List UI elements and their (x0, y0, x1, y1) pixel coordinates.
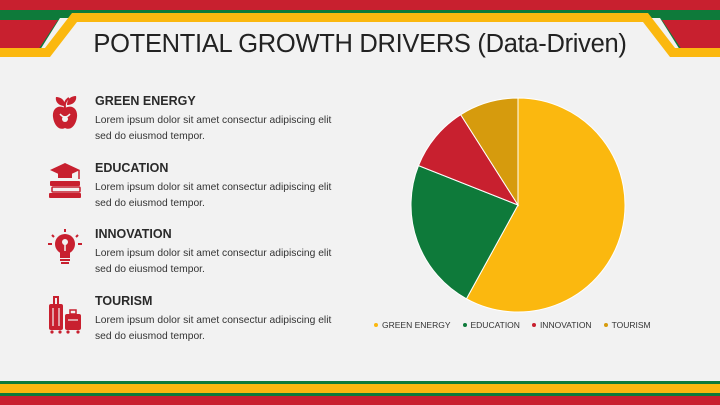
lightbulb-icon (48, 229, 82, 264)
top-band-red (0, 0, 720, 10)
legend-item: TOURISM (603, 320, 651, 330)
driver-item-green-energy: GREEN ENERGY Lorem ipsum dolor sit amet … (44, 94, 344, 150)
top-left-corner-red (0, 20, 58, 50)
driver-heading: GREEN ENERGY (95, 94, 196, 108)
legend-label: GREEN ENERGY (382, 320, 451, 330)
title-bracket-yellow (0, 13, 720, 57)
pie-slice-tourism (459, 97, 519, 207)
legend-item: GREEN ENERGY (374, 320, 451, 330)
legend-item: INNOVATION (531, 320, 592, 330)
driver-heading: EDUCATION (95, 161, 169, 175)
legend-marker (374, 323, 378, 327)
apple-leaf-icon (52, 96, 78, 129)
pie-chart (410, 97, 626, 313)
bottom-band-yellow (0, 384, 720, 393)
legend-marker (462, 323, 467, 327)
driver-description: Lorem ipsum dolor sit amet consectur adi… (95, 248, 332, 275)
legend-label: TOURISM (611, 320, 651, 330)
bottom-band-green (0, 381, 720, 384)
bottom-band-red (0, 396, 720, 405)
chart-legend: GREEN ENERGY EDUCATION INNOVATION TOURISM (374, 320, 674, 330)
bottom-band-green-lower (0, 393, 720, 396)
pie-slice-green-energy (465, 97, 626, 313)
driver-heading: INNOVATION (95, 227, 172, 241)
driver-description: Lorem ipsum dolor sit amet consectur adi… (95, 315, 332, 342)
legend-marker (603, 323, 608, 327)
driver-heading: TOURISM (95, 294, 153, 308)
legend-marker (531, 323, 536, 327)
legend-item: EDUCATION (462, 320, 520, 330)
driver-description: Lorem ipsum dolor sit amet consectur adi… (95, 115, 332, 142)
legend-label: EDUCATION (470, 320, 520, 330)
pie-slice-education (410, 164, 519, 300)
driver-item-innovation: INNOVATION Lorem ipsum dolor sit amet co… (44, 227, 344, 283)
luggage-icon (49, 296, 81, 334)
legend-label: INNOVATION (539, 320, 592, 330)
driver-item-education: EDUCATION Lorem ipsum dolor sit amet con… (44, 161, 344, 217)
top-right-corner-red (662, 20, 720, 50)
graduation-books-icon (49, 163, 81, 198)
page-title: POTENTIAL GROWTH DRIVERS (Data-Driven) (93, 29, 627, 58)
driver-description: Lorem ipsum dolor sit amet consectur adi… (95, 182, 332, 209)
driver-item-tourism: TOURISM Lorem ipsum dolor sit amet conse… (44, 294, 344, 350)
